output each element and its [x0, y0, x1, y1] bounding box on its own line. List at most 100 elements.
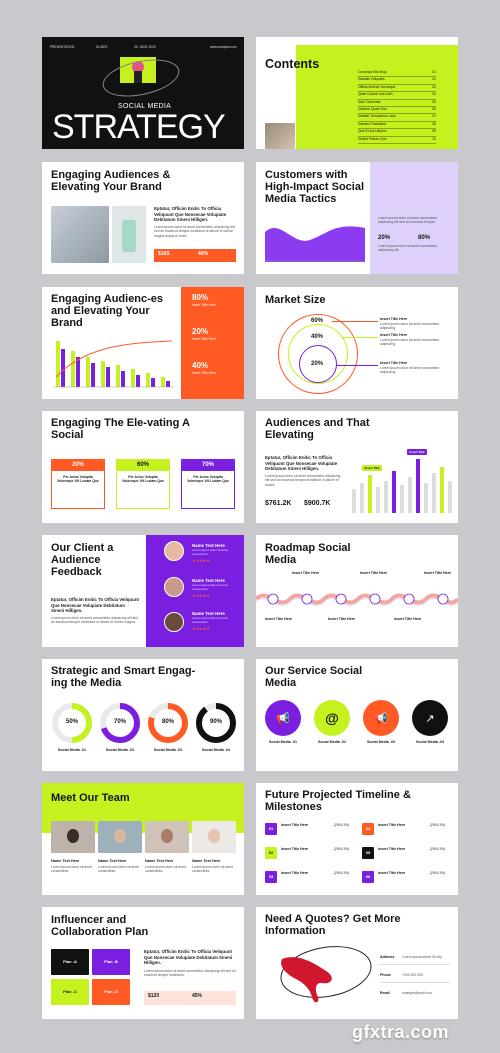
slide-strategic-media: Strategic and Smart Engag-ing the Media …	[42, 659, 244, 771]
slide4-stat1: 20%	[378, 235, 391, 241]
slide-engaging-audiences: Engaging Audiences & Elevating Your Bran…	[42, 162, 244, 274]
team-name: Name Text Here	[192, 859, 221, 863]
slide11-title: Strategic and Smart Engag-ing the Media	[51, 665, 196, 689]
slide15-stat2: 45%	[192, 993, 203, 999]
service-label: Social Media -03	[367, 740, 395, 744]
slide6-title: Market Size	[265, 294, 326, 306]
cover-top-right: www.example.com	[210, 45, 237, 49]
contents-item: Officia Molesti Voloreque	[358, 84, 396, 89]
slide3-stat-box: $10S 40%	[154, 249, 236, 262]
team-bio: Lorem ipsum dolor sit amet consectetur.	[192, 865, 233, 874]
plan-tile: Plan -B	[92, 949, 130, 975]
slide8-title: Audiences and That Elevating	[265, 417, 370, 441]
card-text: Per Acius Voluptia Voloreque Vili Ludam …	[57, 475, 99, 484]
slide8-body: Lorem ipsum dolor sit amet consectetur a…	[265, 474, 341, 487]
donut-label: Social Media -01	[58, 748, 86, 752]
contents-item: Que Et Aut Ullipton	[358, 129, 387, 134]
contents-item: Quae Dolorib Iure Auth	[358, 92, 393, 97]
donut-value: 50%	[65, 719, 78, 725]
slide8-tag-2: Insert Title	[362, 465, 382, 471]
contents-item: Quidem Quam Eos	[358, 106, 387, 111]
slide8-stat1: $761.2K	[265, 500, 292, 507]
contents-num: 07	[432, 114, 436, 119]
contact-label-address: Address	[380, 955, 395, 959]
slide5-stat2: 20%	[192, 327, 209, 336]
slide5-bar-chart	[54, 340, 174, 388]
cover-title: STRATEGY	[52, 108, 226, 146]
market-item-body: Lorem ipsum dolor sit amet consectetur a…	[380, 322, 440, 331]
slide8-bar-chart	[352, 459, 452, 513]
contents-num: 02	[432, 77, 436, 82]
slide15-stat1: $120	[148, 993, 160, 999]
slide7-card-1: 20% Per Acius Voluptia Voloreque Vili Lu…	[51, 459, 105, 509]
card-text: Per Acius Voluptia Voloreque Vili Ludam …	[187, 475, 229, 484]
market-ring-outer	[278, 314, 358, 394]
at-icon: @	[314, 700, 350, 736]
cover-top-mid1: SLIDES	[96, 45, 108, 49]
milestone-num: 01	[265, 823, 277, 835]
slide4-panel	[370, 162, 458, 274]
team-bio: Lorem ipsum dolor sit amet consectetur.	[98, 865, 139, 874]
slide9-body: Lorem ipsum dolor sit amet consectetur a…	[51, 616, 139, 625]
team-photo	[192, 821, 236, 853]
team-photo	[98, 821, 142, 853]
team-name: Name Text Here	[145, 859, 174, 863]
market-item-body: Lorem ipsum dolor sit amet consectetur a…	[380, 366, 440, 375]
feedback-text: Lorem ipsum dolor sit amet consectetur.	[192, 583, 229, 591]
slide12-title: Our Service Social Media	[265, 665, 363, 689]
donut-value: 80%	[161, 719, 174, 725]
donut-row	[52, 703, 236, 743]
donut-label: Social Media -02	[106, 748, 134, 752]
contents-item: Maritati Tecspilamis Latro	[358, 114, 397, 119]
slide14-title: Future Projected Timeline & Milestones	[265, 789, 411, 813]
slide-elevating-social: Engaging The Ele-vating A Social 20% Per…	[42, 411, 244, 523]
rating-stars: ★★★★★	[192, 558, 210, 563]
slide5-panel	[181, 287, 244, 399]
milestone-date: (20XX-XX)	[334, 871, 350, 875]
team-name: Name Text Here	[51, 859, 80, 863]
roadmap-label: Insert Title Here	[360, 571, 388, 575]
contents-num: 05	[432, 99, 436, 104]
service-label: Social Media -04	[416, 740, 444, 744]
market-item-title: Insert Title Here	[380, 333, 408, 337]
milestone-date: (20XX-XX)	[430, 871, 446, 875]
contents-item: Nem Dolendae	[358, 99, 381, 104]
card-value: 20%	[52, 460, 104, 471]
slide-meet-team: Meet Our Team Name Text Here Name Text H…	[42, 783, 244, 895]
milestone-num: 03	[265, 871, 277, 883]
contents-item: Dassitis Volupatis	[358, 77, 385, 82]
slide-engaging-bars: Engaging Audienc-es and Elevating Your B…	[42, 287, 244, 399]
rocket-icon: ↗	[412, 700, 448, 736]
market-ring-inner	[299, 345, 337, 383]
slide3-lead: Eptatur, Officim Enitic To Officia Veliq…	[154, 206, 227, 222]
slide7-card-2: 60% Per Acius Voluptia Voloreque Vili Lu…	[116, 459, 170, 509]
slide5-stat3: 40%	[192, 361, 209, 370]
donut-label: Social Media -03	[154, 748, 182, 752]
contents-photo	[265, 123, 295, 149]
contents-num: 01	[432, 70, 436, 74]
slide-market-size: Market Size 60% 40% 20% Insert Title Her…	[256, 287, 458, 399]
contents-item: Vellect Paliom Que	[358, 136, 387, 141]
slide15-body: Lorem ipsum dolor sit amet consectetur a…	[144, 969, 236, 978]
card-value: 60%	[117, 460, 169, 471]
slide-roadmap: Roadmap Social Media Insert Title Here I…	[256, 535, 458, 647]
slide3-stat2: 40%	[198, 251, 209, 257]
milestone-num: 06	[362, 871, 374, 883]
watermark: gfxtra.com	[352, 1022, 450, 1042]
cover-subtitle: SOCIAL MEDIA	[118, 103, 172, 110]
slide-customers: Customers with High-Impact Social Media …	[256, 162, 458, 274]
slide8-stat2: $900.7K	[304, 500, 331, 507]
card-text: Per Acius Voluptia Voloreque Vili Ludam …	[122, 475, 164, 484]
slide-quotes: Need A Quotes? Get More Information Addr…	[256, 907, 458, 1019]
contact-label-phone: Phone	[380, 973, 391, 977]
rating-stars: ★★★★★	[192, 593, 210, 598]
feedback-name: Name Text Here	[192, 578, 225, 583]
slide5-stat1: 80%	[192, 293, 209, 302]
slide15-lead: Eptatur, Officim Enitic To Officia Veliq…	[144, 949, 233, 965]
service-label: Social Media -01	[269, 740, 297, 744]
contact-label-email: Email	[380, 991, 390, 995]
card-value: 70%	[182, 460, 234, 471]
slide-contents: Contents Consequi Illis Moju 01 Dassitis …	[256, 37, 458, 149]
avatar	[164, 577, 184, 597]
milestone-date: (20XX-XX)	[430, 823, 446, 827]
